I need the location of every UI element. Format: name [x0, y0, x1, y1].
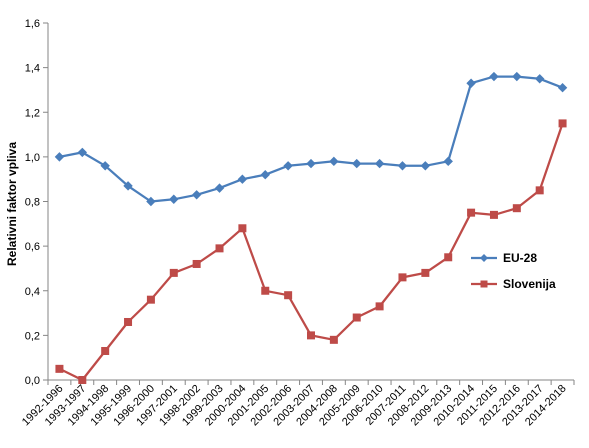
y-tick-label: 0,4	[25, 286, 40, 298]
data-point	[123, 181, 133, 191]
y-tick-label: 0,0	[25, 375, 40, 387]
data-point	[489, 210, 498, 219]
data-point	[214, 183, 225, 193]
data-point	[284, 291, 293, 300]
data-point	[557, 82, 568, 93]
data-point	[55, 364, 64, 373]
data-point	[169, 268, 178, 277]
y-tick-label: 1,2	[25, 107, 40, 119]
data-point	[444, 253, 453, 262]
data-point	[352, 313, 361, 322]
data-point	[146, 196, 156, 207]
data-point	[260, 170, 270, 180]
legend-label: EU-28	[503, 251, 537, 265]
data-point	[238, 224, 247, 233]
data-point	[54, 152, 65, 162]
y-tick-label: 0,6	[25, 241, 40, 253]
legend-marker	[480, 254, 488, 262]
data-point	[329, 156, 339, 167]
data-point	[375, 302, 384, 311]
data-point	[77, 147, 88, 158]
data-point	[124, 317, 133, 326]
data-point	[535, 186, 544, 195]
x-axis-ticks: 1992-19961993-19971994-19981995-19991996…	[20, 380, 575, 428]
legend-item: EU-28	[471, 251, 537, 265]
data-point	[306, 158, 316, 169]
data-point	[329, 335, 338, 344]
data-point	[146, 295, 155, 304]
data-point	[101, 346, 110, 355]
legend-label: Slovenija	[503, 277, 556, 291]
data-point	[421, 268, 430, 277]
data-point	[192, 259, 201, 268]
series-slovenija	[55, 119, 567, 384]
y-tick-label: 0,8	[25, 197, 40, 209]
data-point	[215, 244, 224, 253]
y-tick-label: 0,2	[25, 330, 40, 342]
data-point	[78, 376, 87, 384]
data-point	[534, 74, 545, 84]
data-point	[261, 286, 270, 295]
legend-item: Slovenija	[471, 277, 556, 291]
data-point	[100, 161, 110, 171]
series-line	[59, 75, 564, 203]
data-point	[397, 161, 408, 171]
y-tick-label: 1,4	[25, 63, 40, 75]
data-point	[237, 174, 248, 184]
data-point	[398, 273, 407, 282]
data-point	[352, 158, 362, 169]
y-tick-label: 1,6	[25, 18, 40, 30]
legend: EU-28 Slovenija	[471, 251, 556, 291]
data-point	[512, 204, 521, 213]
data-point	[169, 194, 179, 204]
y-tick-label: 1,0	[25, 152, 40, 164]
data-point	[307, 331, 315, 340]
data-point	[283, 161, 293, 171]
data-point	[443, 156, 453, 167]
data-point	[420, 161, 431, 171]
y-axis-title: Relativni faktor vpliva	[5, 142, 19, 266]
data-point	[466, 78, 476, 88]
series-layer	[54, 71, 568, 384]
data-point	[467, 208, 476, 217]
data-point	[558, 119, 567, 128]
data-point	[191, 190, 202, 200]
legend-marker	[480, 280, 488, 288]
y-axis-ticks: 0,0 0,2 0,4 0,6 0,8 1,0 1,2 1,4 1,6	[25, 18, 48, 387]
data-point	[489, 71, 499, 82]
data-point	[512, 71, 522, 82]
data-point	[374, 158, 385, 169]
series-eu-28	[54, 71, 568, 207]
